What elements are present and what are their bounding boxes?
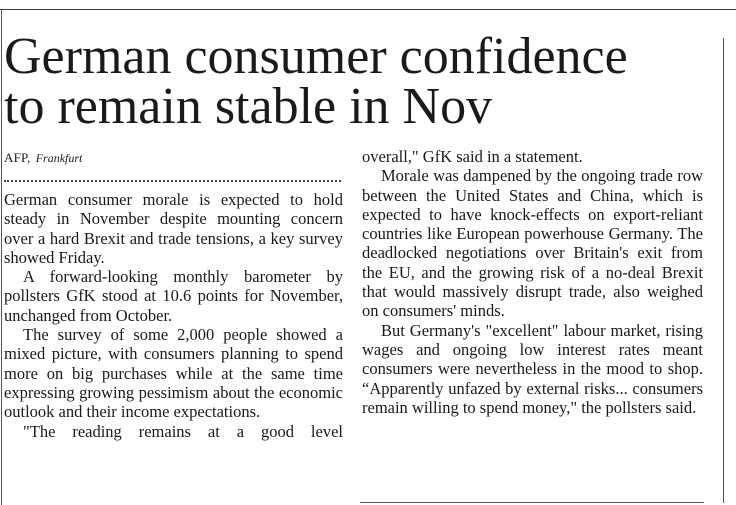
paragraph: German consumer morale is expected to ho… <box>4 190 343 267</box>
headline-line-1: German consumer confidence <box>4 28 628 85</box>
paragraph: "The reading remains at a good level <box>23 421 343 441</box>
paragraph: A forward-looking monthly barometer by p… <box>4 267 343 325</box>
byline-place: Frankfurt <box>35 151 83 165</box>
bottom-rule <box>360 502 704 503</box>
right-rule <box>723 38 724 503</box>
article-headline: German consumer confidence to remain sta… <box>4 28 628 135</box>
article-column-left: German consumer morale is expected to ho… <box>4 190 343 441</box>
byline-divider <box>4 180 341 182</box>
byline-agency: AFP, <box>4 150 31 165</box>
paragraph: The survey of some 2,000 people showed a… <box>4 325 343 422</box>
paragraph: Morale was dampened by the ongoing trade… <box>362 166 703 321</box>
headline-line-2: to remain stable in Nov <box>4 78 493 135</box>
paragraph: overall," GfK said in a statement. <box>362 147 583 166</box>
article-column-right: overall," GfK said in a statement. Moral… <box>362 147 703 417</box>
left-rule <box>1 10 2 505</box>
top-rule <box>0 9 736 10</box>
byline: AFP, Frankfurt <box>4 150 82 166</box>
paragraph: But Germany's "excellent" labour market,… <box>362 320 703 417</box>
